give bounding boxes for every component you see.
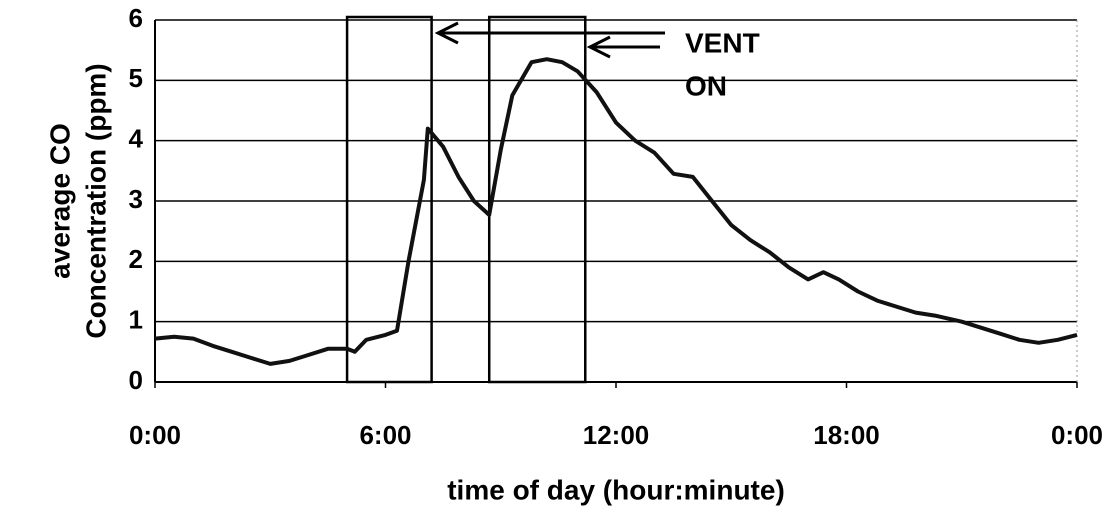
y-axis-title: average CO: [44, 123, 75, 279]
vent-period: [345, 15, 433, 384]
y-axis-title: Concentration (ppm): [80, 63, 111, 338]
x-axis-title: time of day (hour:minute): [447, 474, 785, 505]
x-tick-label: 0:00: [129, 420, 181, 450]
x-tick-label: 12:00: [583, 420, 650, 450]
x-tick-label: 18:00: [813, 420, 880, 450]
vent-period: [487, 15, 587, 384]
y-tick-label: 2: [129, 244, 143, 274]
x-tick-label: 0:00: [1051, 420, 1103, 450]
annotation: VENT: [685, 27, 760, 58]
y-tick-label: 0: [129, 365, 143, 395]
x-tick-label: 6:00: [359, 420, 411, 450]
y-tick-label: 6: [129, 3, 143, 33]
arrows: [434, 21, 665, 59]
y-tick-label: 3: [129, 184, 143, 214]
y-tick-label: 1: [129, 305, 143, 335]
data-line: [154, 57, 1078, 366]
y-tick-label: 5: [129, 63, 143, 93]
annotation: ON: [685, 70, 727, 101]
y-tick-label: 4: [129, 124, 144, 154]
